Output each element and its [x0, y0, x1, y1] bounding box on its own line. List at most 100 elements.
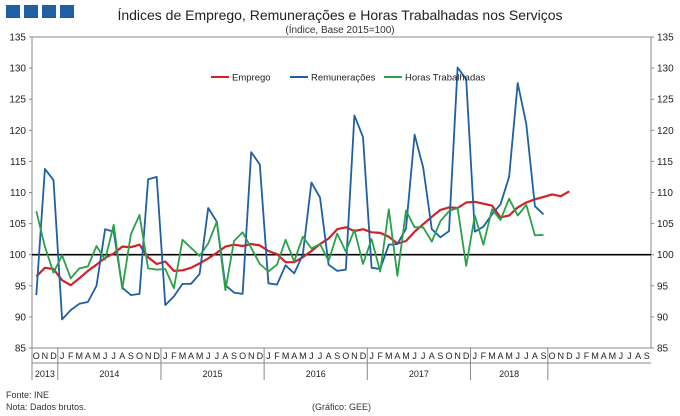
- x-year-label: 2015: [203, 369, 223, 379]
- y-tick-label-right: 85: [657, 344, 669, 355]
- series-line-emprego: [35, 190, 570, 287]
- x-month-label: S: [541, 351, 547, 361]
- y-tick-label-right: 115: [657, 157, 673, 168]
- y-tick-label-left: 120: [9, 126, 26, 137]
- y-tick-label-left: 115: [10, 157, 26, 168]
- x-month-label: O: [445, 351, 452, 361]
- x-month-label: A: [394, 351, 400, 361]
- x-month-label: N: [248, 351, 255, 361]
- x-month-label: J: [473, 351, 478, 361]
- x-month-label: A: [601, 351, 607, 361]
- x-month-label: M: [76, 351, 84, 361]
- x-month-label: A: [222, 351, 228, 361]
- x-month-label: J: [103, 351, 108, 361]
- x-month-label: J: [627, 351, 632, 361]
- x-month-label: M: [299, 351, 307, 361]
- x-year-label: 2017: [409, 369, 429, 379]
- y-tick-label-left: 135: [9, 33, 26, 44]
- x-month-label: A: [326, 351, 332, 361]
- x-year-label: 2018: [499, 369, 519, 379]
- y-tick-label-left: 95: [15, 281, 27, 292]
- x-month-label: F: [68, 351, 74, 361]
- x-month-label: J: [576, 351, 581, 361]
- x-month-label: J: [215, 351, 220, 361]
- x-month-label: A: [119, 351, 125, 361]
- x-month-label: A: [291, 351, 297, 361]
- legend-label: Remunerações: [311, 73, 376, 84]
- x-month-label: D: [257, 351, 264, 361]
- x-month-label: A: [85, 351, 91, 361]
- y-tick-label-left: 100: [9, 250, 26, 261]
- footer-note: Nota: Dados brutos.: [6, 402, 87, 412]
- chart-title: Índices de Emprego, Remunerações e Horas…: [117, 7, 563, 23]
- x-month-label: J: [163, 351, 168, 361]
- y-tick-label-right: 130: [657, 64, 674, 75]
- x-month-label: D: [463, 351, 470, 361]
- x-month-label: M: [93, 351, 101, 361]
- y-tick-label-right: 100: [657, 250, 674, 261]
- y-tick-label-right: 110: [657, 188, 673, 199]
- x-month-label: J: [309, 351, 314, 361]
- x-month-label: J: [206, 351, 211, 361]
- x-year-label: 2014: [99, 369, 119, 379]
- x-month-label: A: [532, 351, 538, 361]
- x-month-label: N: [351, 351, 358, 361]
- chart-subtitle: (Índice, Base 2015=100): [285, 25, 395, 36]
- x-month-label: J: [369, 351, 374, 361]
- y-tick-label-left: 105: [9, 219, 26, 230]
- x-month-label: J: [318, 351, 323, 361]
- x-month-label: M: [609, 351, 617, 361]
- x-month-label: S: [231, 351, 237, 361]
- y-tick-label-right: 90: [657, 312, 669, 323]
- x-month-label: D: [566, 351, 573, 361]
- x-month-label: S: [334, 351, 340, 361]
- x-month-label: A: [635, 351, 641, 361]
- x-month-label: O: [549, 351, 556, 361]
- y-tick-label-left: 110: [10, 188, 26, 199]
- series-line-horas: [35, 197, 544, 292]
- x-month-label: F: [377, 351, 383, 361]
- x-month-label: O: [136, 351, 143, 361]
- legend-label: Horas Trabalhadas: [405, 73, 486, 84]
- x-month-label: M: [488, 351, 496, 361]
- x-month-label: O: [33, 351, 40, 361]
- y-tick-label-right: 125: [657, 95, 674, 106]
- legend-label: Emprego: [232, 73, 271, 84]
- x-month-label: O: [342, 351, 349, 361]
- x-month-label: A: [429, 351, 435, 361]
- x-month-label: F: [584, 351, 590, 361]
- x-month-label: M: [402, 351, 410, 361]
- x-month-label: J: [60, 351, 65, 361]
- x-month-label: F: [171, 351, 177, 361]
- gee-logo-icon: [6, 5, 74, 18]
- x-month-label: S: [644, 351, 650, 361]
- x-year-label: 2013: [35, 369, 55, 379]
- x-year-label: 2016: [306, 369, 326, 379]
- x-month-label: M: [591, 351, 599, 361]
- x-month-label: J: [421, 351, 426, 361]
- x-month-label: J: [524, 351, 529, 361]
- x-month-label: J: [266, 351, 271, 361]
- y-tick-label-right: 120: [657, 126, 674, 137]
- y-tick-label-right: 105: [657, 219, 674, 230]
- x-month-label: A: [188, 351, 194, 361]
- x-month-label: N: [42, 351, 49, 361]
- x-month-label: O: [239, 351, 246, 361]
- x-month-label: J: [111, 351, 116, 361]
- x-month-label: M: [179, 351, 187, 361]
- y-tick-label-left: 130: [9, 64, 26, 75]
- x-month-label: M: [505, 351, 513, 361]
- x-month-label: N: [145, 351, 152, 361]
- y-tick-label-right: 135: [657, 33, 674, 44]
- y-tick-label-left: 90: [15, 312, 27, 323]
- x-month-label: J: [412, 351, 417, 361]
- x-month-label: M: [385, 351, 393, 361]
- x-month-label: D: [153, 351, 160, 361]
- x-month-label: F: [274, 351, 280, 361]
- y-tick-label-left: 85: [15, 344, 27, 355]
- x-month-label: D: [360, 351, 367, 361]
- x-month-label: S: [128, 351, 134, 361]
- footer-credit: (Gráfico: GEE): [312, 402, 372, 412]
- x-month-label: A: [498, 351, 504, 361]
- y-tick-label-left: 125: [9, 95, 26, 106]
